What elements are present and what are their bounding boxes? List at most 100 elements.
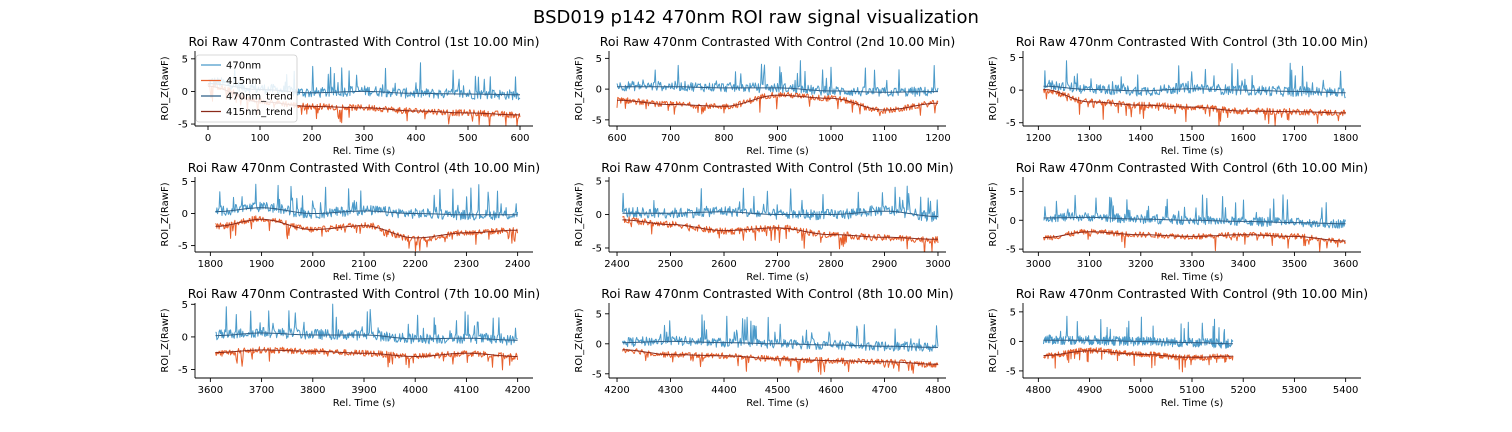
series-415nm_trend (215, 349, 518, 357)
x-tick-label: 4200 (604, 385, 629, 396)
panel-title: Roi Raw 470nm Contrasted With Control (5… (601, 160, 953, 175)
x-tick-label: 2100 (351, 259, 376, 270)
plot-area (1043, 194, 1347, 252)
figure-title: BSD019 p142 470nm ROI raw signal visuali… (533, 7, 979, 28)
panel-title: Roi Raw 470nm Contrasted With Control (1… (189, 34, 540, 49)
y-tick-label: 0 (182, 332, 188, 343)
x-tick-label: 4100 (454, 385, 479, 396)
y-tick-label: 5 (182, 54, 188, 65)
x-axis-label: Rel. Time (s) (333, 398, 396, 409)
x-tick-label: 3300 (1179, 259, 1204, 270)
legend: 470nm 415nm 470nm_trend 415nm_trend (195, 54, 298, 123)
series-470nm_trend (1043, 85, 1346, 94)
plot-area (1043, 315, 1234, 373)
x-tick-label: 2300 (454, 259, 479, 270)
x-tick-label: 3800 (300, 385, 325, 396)
x-tick-label: 200 (302, 133, 321, 144)
x-axis-label: Rel. Time (s) (1161, 146, 1224, 157)
series-470nm_trend (215, 332, 518, 341)
series-415nm_trend (617, 94, 938, 111)
x-tick-label: 2800 (818, 259, 843, 270)
panel-title: Roi Raw 470nm Contrasted With Control (3… (1016, 34, 1368, 49)
x-axis-label: Rel. Time (s) (746, 272, 809, 283)
series-415nm_trend (215, 218, 518, 239)
x-tick-label: 700 (661, 133, 680, 144)
y-tick-label: -5 (178, 120, 188, 131)
panel-5: 2400 2500 2600 2700 2800 2900 3000 -5 0 5 Roi Raw … (574, 160, 954, 283)
plot-area (215, 183, 519, 252)
plot-area (616, 60, 939, 117)
series-470nm (1043, 315, 1234, 349)
x-tick-label: 1400 (1128, 133, 1153, 144)
x-tick-label: 5200 (1230, 385, 1255, 396)
x-tick-label: 4600 (818, 385, 843, 396)
series-470nm_trend (617, 86, 938, 93)
plot-area (215, 303, 519, 371)
legend-label: 470nm (226, 61, 261, 72)
series-415nm (622, 216, 939, 252)
x-tick-label: 1200 (925, 133, 950, 144)
y-tick-label: 0 (596, 339, 602, 350)
series-415nm (1043, 347, 1234, 373)
series-415nm_trend (622, 349, 938, 365)
panel-title: Roi Raw 470nm Contrasted With Control (6… (1016, 160, 1368, 175)
y-tick-label: 0 (1010, 86, 1016, 97)
x-tick-label: 4400 (711, 385, 736, 396)
series-470nm_trend (1043, 216, 1346, 225)
legend-label: 470nm_trend (226, 92, 293, 103)
x-tick-label: 600 (607, 133, 626, 144)
y-axis-label: ROI_Z(RawF) (574, 308, 585, 372)
x-tick-label: 1600 (1230, 133, 1255, 144)
x-tick-label: 5100 (1179, 385, 1204, 396)
x-tick-label: 2200 (402, 259, 427, 270)
series-415nm (215, 215, 519, 252)
x-tick-label: 500 (458, 133, 477, 144)
panel-title: Roi Raw 470nm Contrasted With Control (2… (600, 34, 955, 49)
y-tick-label: 0 (596, 85, 602, 96)
series-415nm (1043, 228, 1347, 252)
x-tick-label: 3600 (1333, 259, 1358, 270)
y-tick-label: -5 (592, 115, 602, 126)
y-tick-label: 0 (596, 210, 602, 221)
y-axis-label: ROI_Z(RawF) (988, 308, 999, 372)
x-axis-label: Rel. Time (s) (746, 398, 809, 409)
y-tick-label: 0 (182, 87, 188, 98)
x-axis-label: Rel. Time (s) (746, 146, 809, 157)
x-tick-label: 3000 (1026, 259, 1051, 270)
x-tick-label: 800 (714, 133, 733, 144)
x-tick-label: 2600 (711, 259, 736, 270)
x-tick-label: 2400 (604, 259, 629, 270)
y-tick-label: 0 (182, 209, 188, 220)
x-tick-label: 1300 (1077, 133, 1102, 144)
x-tick-label: 3200 (1128, 259, 1153, 270)
legend-label: 415nm_trend (226, 107, 293, 118)
x-tick-label: 1100 (872, 133, 897, 144)
y-tick-label: -5 (1006, 366, 1016, 377)
plot-area (621, 314, 939, 375)
x-tick-label: 4200 (505, 385, 530, 396)
y-tick-label: 5 (596, 54, 602, 65)
x-tick-label: 300 (354, 133, 373, 144)
y-tick-label: 5 (596, 177, 602, 188)
series-415nm (215, 346, 519, 371)
x-tick-label: 5400 (1333, 385, 1358, 396)
x-axis-label: Rel. Time (s) (1161, 398, 1224, 409)
legend-frame (195, 54, 298, 123)
x-tick-label: 400 (406, 133, 425, 144)
panel-title: Roi Raw 470nm Contrasted With Control (9… (1016, 286, 1368, 301)
x-tick-label: 2500 (658, 259, 683, 270)
x-axis-label: Rel. Time (s) (1161, 272, 1224, 283)
y-axis-label: ROI_Z(RawF) (160, 56, 171, 120)
x-tick-label: 600 (510, 133, 529, 144)
panel-8: 4200 4300 4400 4500 4600 4700 4800 -5 0 5 Roi Raw … (574, 286, 954, 409)
panel-title: Roi Raw 470nm Contrasted With Control (8… (601, 286, 953, 301)
x-tick-label: 3100 (1077, 259, 1102, 270)
series-470nm_trend (622, 210, 938, 217)
x-tick-label: 3400 (1230, 259, 1255, 270)
plot-area (621, 185, 939, 252)
